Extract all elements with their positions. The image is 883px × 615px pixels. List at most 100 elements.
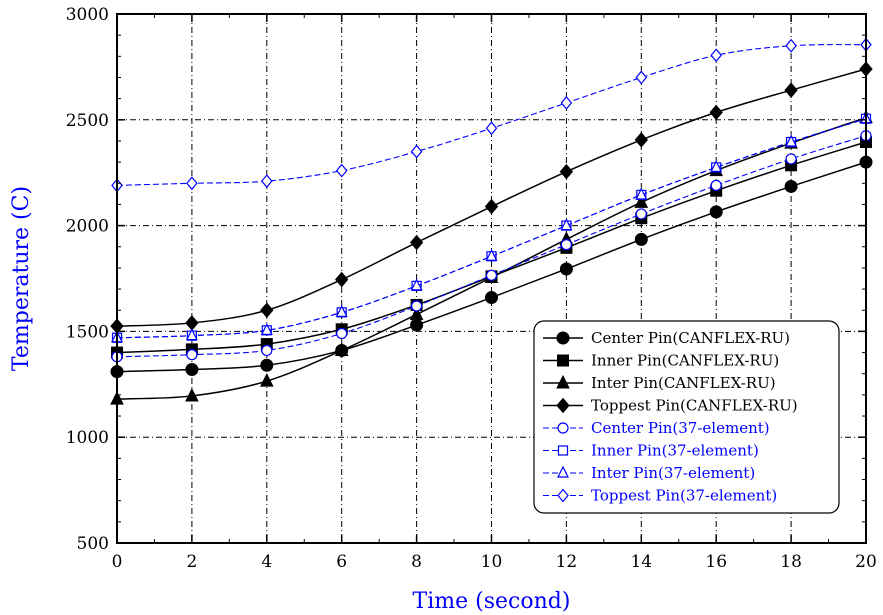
legend-box [533, 320, 840, 514]
legend-label: Inner Pin(CANFLEX-RU) [591, 352, 779, 370]
data-point [185, 362, 199, 376]
legend-item: Inter Pin(CANFLEX-RU) [543, 374, 776, 392]
legend-item: Inter Pin(37-element) [543, 464, 755, 482]
data-point [710, 179, 722, 191]
data-point [784, 179, 798, 193]
data-point [259, 373, 274, 387]
y-tick-label: 2500 [66, 111, 109, 131]
data-point [410, 278, 423, 291]
data-point [785, 38, 797, 53]
data-point [411, 300, 423, 312]
legend-marker [556, 331, 570, 345]
x-tick-label: 20 [855, 552, 877, 572]
data-point [635, 187, 648, 200]
data-point [185, 387, 199, 402]
legend-marker [557, 422, 569, 434]
series-7 [111, 111, 872, 343]
data-point [559, 163, 574, 180]
data-point [260, 302, 274, 319]
x-tick-label: 8 [411, 552, 422, 572]
data-point [485, 269, 498, 281]
data-point [560, 95, 573, 110]
data-point [260, 323, 273, 335]
data-point [186, 349, 198, 361]
x-tick-label: 12 [556, 552, 578, 572]
data-point [784, 82, 798, 98]
data-point [261, 344, 273, 357]
legend-marker [557, 445, 569, 456]
legend-label: Center Pin(CANFLEX-RU) [591, 329, 790, 347]
data-point [410, 318, 424, 332]
data-point [710, 160, 723, 173]
legend-marker [556, 374, 570, 389]
data-point [260, 358, 274, 372]
x-tick-label: 2 [186, 552, 197, 572]
data-point [185, 315, 199, 331]
y-tick-label: 500 [77, 534, 109, 554]
data-point [559, 262, 573, 276]
data-point [709, 104, 723, 121]
legend-label: Inter Pin(37-element) [591, 464, 755, 482]
axis-ticks: 0 2 4 6 8 10 12 14 16 18 20 500 1000 1500 2000 2500 3000 [66, 5, 877, 572]
legend-item: Inner Pin(CANFLEX-RU) [543, 352, 779, 370]
legend-marker [557, 488, 569, 503]
data-point [634, 132, 648, 148]
data-point [186, 176, 198, 191]
y-axis-title: Temperature (C) [9, 186, 34, 371]
x-axis-title: Time (second) [413, 589, 571, 614]
data-point [484, 198, 499, 215]
legend-label: Inter Pin(CANFLEX-RU) [591, 374, 776, 392]
data-point [409, 306, 424, 320]
data-point [335, 271, 349, 288]
legend-label: Toppest Pin(37-element) [591, 487, 777, 505]
data-point [785, 134, 798, 147]
series-4 [110, 61, 873, 334]
data-point [410, 144, 423, 159]
series-1 [110, 155, 873, 379]
data-point [335, 305, 348, 317]
legend-label: Toppest Pin(CANFLEX-RU) [591, 397, 798, 415]
legend-item: Inner Pin(37-element) [543, 442, 759, 460]
data-point [185, 328, 198, 341]
data-point [335, 163, 348, 178]
data-point [485, 248, 498, 261]
x-tick-label: 10 [481, 552, 503, 572]
data-point [634, 194, 649, 208]
legend-item: Toppest Pin(37-element) [543, 487, 777, 505]
legend-marker [557, 465, 569, 478]
legend-label: Center Pin(37-element) [591, 419, 770, 437]
y-tick-label: 1000 [66, 428, 109, 448]
legend-label: Inner Pin(37-element) [591, 442, 759, 460]
data-point [710, 48, 722, 63]
series-8 [111, 37, 872, 193]
data-point [709, 205, 723, 219]
series-group [110, 37, 873, 405]
y-tick-label: 1500 [66, 322, 109, 342]
data-point [261, 174, 273, 189]
x-tick-label: 18 [780, 552, 802, 572]
data-point [485, 291, 498, 305]
data-point [336, 327, 348, 340]
data-point [635, 70, 648, 85]
legend-item: Center Pin(CANFLEX-RU) [543, 329, 790, 347]
data-point [785, 153, 797, 165]
data-point [635, 208, 647, 220]
legend-item: Toppest Pin(CANFLEX-RU) [543, 397, 798, 415]
data-point [560, 218, 573, 231]
x-tick-label: 0 [112, 552, 123, 572]
y-tick-label: 3000 [66, 5, 109, 25]
data-point [560, 239, 573, 251]
x-tick-label: 16 [705, 552, 727, 572]
data-point [334, 342, 349, 356]
y-tick-label: 2000 [66, 217, 109, 237]
data-point [409, 234, 424, 251]
data-point [634, 232, 648, 246]
x-tick-label: 4 [261, 552, 272, 572]
legend-item: Center Pin(37-element) [543, 419, 770, 437]
x-tick-label: 6 [336, 552, 347, 572]
data-point [485, 121, 498, 136]
x-tick-label: 14 [630, 552, 652, 572]
legend-marker [557, 354, 569, 367]
